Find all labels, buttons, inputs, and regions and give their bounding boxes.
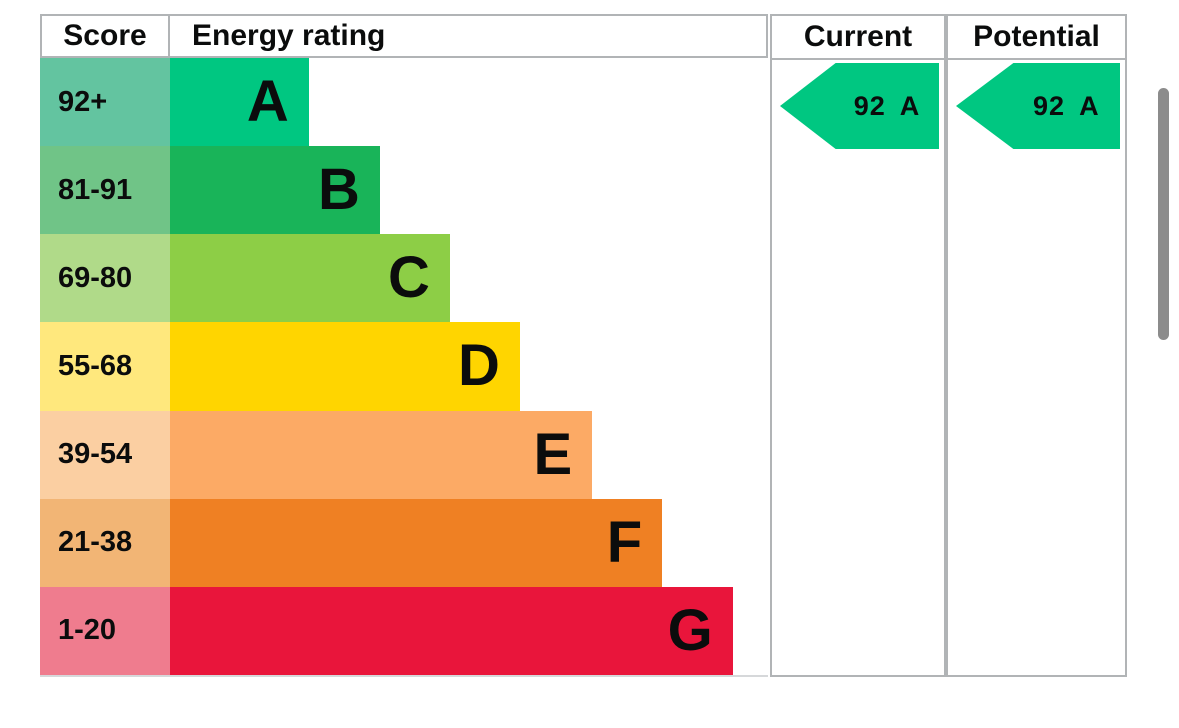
potential-rating-band: A — [1079, 90, 1100, 121]
band-bar-area: A — [170, 58, 768, 147]
band-bar: C — [170, 234, 450, 323]
current-rating-band: A — [899, 90, 921, 121]
epc-table: Score Energy rating 92+ A 81-91 B 69-80 … — [40, 14, 1128, 677]
band-bar: A — [170, 58, 309, 147]
band-row: 92+ A — [40, 58, 768, 147]
current-rating-score: 92 — [853, 90, 886, 121]
epc-left-section: Score Energy rating 92+ A 81-91 B 69-80 … — [40, 14, 768, 677]
band-bar: G — [170, 586, 733, 675]
vertical-scrollbar-thumb[interactable] — [1158, 88, 1169, 340]
band-letter: E — [533, 421, 573, 487]
band-row: 69-80 C — [40, 234, 768, 323]
band-bar: E — [170, 410, 593, 499]
potential-column: Potential 92 A — [946, 14, 1127, 677]
potential-column-header: Potential — [948, 16, 1125, 60]
current-column: Current 92 A — [770, 14, 946, 677]
band-bar-area: G — [170, 586, 768, 675]
band-score-range: 1-20 — [40, 586, 170, 675]
band-bar: F — [170, 498, 663, 587]
epc-left-header: Score Energy rating — [40, 14, 768, 58]
band-bar-area: B — [170, 146, 768, 235]
band-score-range: 92+ — [40, 58, 170, 147]
band-bar-area: E — [170, 410, 768, 499]
potential-rating-score: 92 — [1033, 90, 1066, 121]
band-row: 81-91 B — [40, 146, 768, 235]
band-letter: B — [318, 157, 360, 223]
band-rows: 92+ A 81-91 B 69-80 C 55-68 D — [40, 58, 768, 677]
band-letter: G — [667, 597, 713, 663]
band-letter: C — [387, 245, 430, 311]
band-score-range: 39-54 — [40, 410, 170, 499]
band-bar-area: F — [170, 498, 768, 587]
potential-rating-arrow: 92 A — [956, 63, 1120, 149]
band-letter: D — [457, 333, 500, 399]
band-bar-area: C — [170, 234, 768, 323]
score-column-header: Score — [40, 14, 170, 58]
band-row: 39-54 E — [40, 410, 768, 499]
band-row: 55-68 D — [40, 322, 768, 411]
band-row: 1-20 G — [40, 586, 768, 675]
band-score-range: 69-80 — [40, 234, 170, 323]
band-letter: F — [606, 509, 643, 575]
band-score-range: 21-38 — [40, 498, 170, 587]
band-bar: B — [170, 146, 380, 235]
band-bar: D — [170, 322, 520, 411]
band-bar-area: D — [170, 322, 768, 411]
band-score-range: 81-91 — [40, 146, 170, 235]
current-rating-arrow: 92 A — [780, 63, 939, 149]
band-score-range: 55-68 — [40, 322, 170, 411]
current-column-header: Current — [772, 16, 944, 60]
band-row: 21-38 F — [40, 498, 768, 587]
energy-rating-column-header: Energy rating — [170, 14, 768, 58]
band-letter: A — [246, 69, 289, 135]
